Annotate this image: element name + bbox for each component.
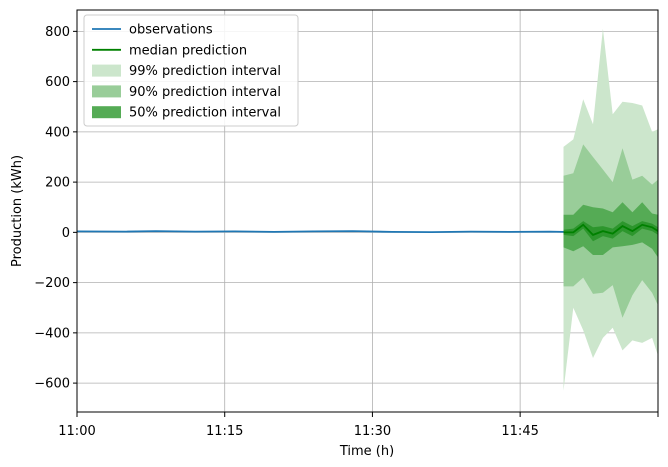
legend-band-swatch	[92, 85, 121, 98]
plot-frame	[76, 9, 659, 413]
y-tick-label: −400	[34, 326, 70, 341]
y-tick-label: −200	[34, 276, 70, 291]
legend-band-swatch	[92, 106, 121, 119]
legend-label: median prediction	[129, 43, 247, 58]
legend-label: 90% prediction interval	[129, 85, 281, 100]
legend-label: observations	[129, 23, 213, 38]
y-tick-label: 200	[45, 176, 70, 191]
x-tick-label: 11:45	[501, 424, 538, 439]
y-tick-label: 0	[62, 226, 70, 241]
x-tick-label: 11:00	[58, 424, 95, 439]
x-axis-ticks: 11:00 11:15 11:30 11:45	[58, 412, 659, 439]
prediction-interval-bands	[563, 28, 658, 391]
legend-label: 50% prediction interval	[129, 106, 281, 121]
series-lines	[76, 223, 659, 236]
legend: observations median prediction 99% predict…	[83, 14, 299, 127]
x-tick-label: 11:30	[354, 424, 391, 439]
y-tick-label: −600	[34, 377, 70, 392]
prediction-band	[563, 221, 658, 242]
observations-line	[76, 230, 564, 234]
median-prediction-line	[563, 223, 659, 236]
y-tick-label: 800	[45, 25, 70, 40]
y-axis-label: Production (kWh)	[10, 155, 25, 267]
x-axis-label: Time (h)	[339, 444, 394, 459]
legend-band-swatch	[92, 64, 121, 77]
y-tick-label: 400	[45, 125, 70, 140]
legend-box	[83, 14, 299, 127]
y-axis-ticks: 800 600 400 200 0 −200 −400 −600	[34, 25, 77, 392]
legend-label: 99% prediction interval	[129, 64, 281, 79]
x-tick-label: 11:15	[206, 424, 243, 439]
y-tick-label: 600	[45, 75, 70, 90]
